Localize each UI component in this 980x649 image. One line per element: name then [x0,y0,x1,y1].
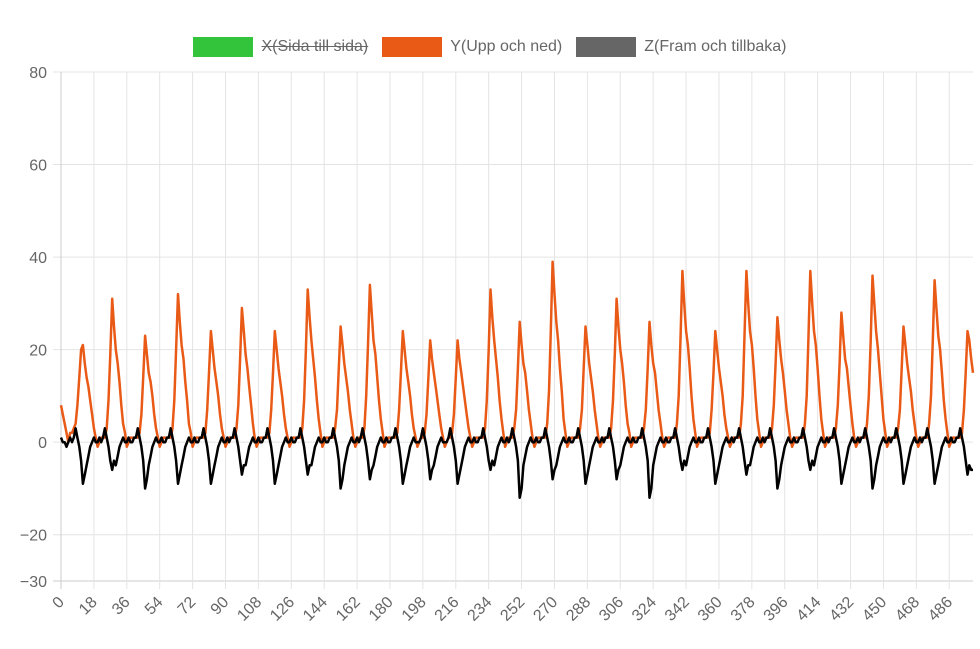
x-tick-label: 288 [563,594,594,625]
x-tick-label: 342 [662,594,693,625]
x-tick-label: 486 [925,594,956,625]
y-tick-label: 80 [29,65,47,82]
legend-label-z: Z(Fram och tillbaka) [644,38,787,55]
chart-legend: X(Sida till sida) Y(Upp och ned) Z(Fram … [0,37,980,57]
y-tick-label: 0 [38,435,47,452]
legend-item-y[interactable]: Y(Upp och ned) [382,37,562,57]
x-tick-label: 108 [234,594,265,625]
x-tick-label: 126 [267,594,298,625]
x-tick-label: 252 [497,594,528,625]
x-tick-label: 18 [76,594,101,619]
y-tick-label: 40 [29,250,47,267]
series-line-z [59,427,973,499]
legend-swatch-y [382,37,443,57]
x-tick-label: 72 [175,594,200,619]
x-tick-label: 90 [208,594,233,619]
legend-label-x: X(Sida till sida) [261,38,369,55]
x-tick-label: 306 [596,594,627,625]
x-tick-label: 396 [761,594,792,625]
x-tick-label: 144 [300,594,331,625]
x-tick-label: 468 [892,594,923,625]
x-tick-label: 432 [826,594,857,625]
legend-item-z[interactable]: Z(Fram och tillbaka) [576,37,787,57]
x-tick-label: 450 [859,594,890,625]
legend-label-y: Y(Upp och ned) [450,38,563,55]
series-line-y [59,260,975,449]
x-tick-label: 36 [109,594,134,619]
x-tick-label: 0 [50,594,68,612]
legend-swatch-x [193,37,254,57]
legend-swatch-z [576,37,637,57]
x-tick-label: 198 [399,594,430,625]
x-tick-label: 378 [728,594,759,625]
x-tick-label: 360 [695,594,726,625]
x-tick-label: 216 [432,594,463,625]
x-tick-label: 54 [142,594,167,619]
y-tick-label: −30 [20,574,47,591]
y-tick-label: 20 [29,343,47,360]
x-tick-label: 180 [366,594,397,625]
x-tick-label: 324 [629,594,660,625]
x-tick-label: 234 [465,594,496,625]
y-tick-label: 60 [29,158,47,175]
x-tick-label: 414 [794,594,825,625]
x-tick-label: 270 [530,594,561,625]
legend-item-x[interactable]: X(Sida till sida) [193,37,368,57]
x-tick-label: 162 [333,594,364,625]
y-tick-label: −20 [20,528,47,545]
